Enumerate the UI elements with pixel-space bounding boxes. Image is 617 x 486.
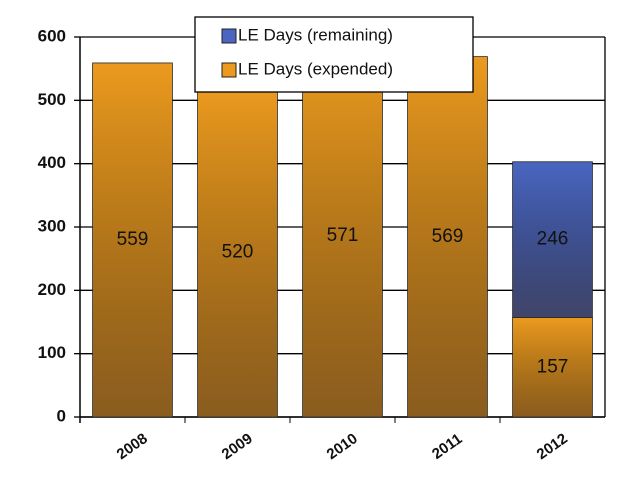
y-tick-label: 500 [38, 90, 66, 109]
y-tick-label: 300 [38, 216, 66, 235]
value-label: 246 [537, 229, 569, 250]
value-label: 571 [327, 225, 359, 246]
value-label: 157 [537, 356, 569, 377]
y-tick-label: 0 [57, 406, 66, 425]
value-label: 520 [222, 241, 254, 262]
y-tick-label: 100 [38, 343, 66, 362]
y-tick-label: 600 [38, 26, 66, 45]
legend-label: LE Days (expended) [238, 59, 393, 78]
legend-swatch [222, 29, 236, 43]
y-tick-label: 200 [38, 280, 66, 299]
value-label: 569 [432, 226, 464, 247]
y-tick-label: 400 [38, 153, 66, 172]
legend-label: LE Days (remaining) [238, 25, 393, 44]
value-label: 559 [117, 229, 149, 250]
chart: 0100200300400500600559200852020095712010… [0, 0, 617, 486]
legend-swatch [222, 63, 236, 77]
